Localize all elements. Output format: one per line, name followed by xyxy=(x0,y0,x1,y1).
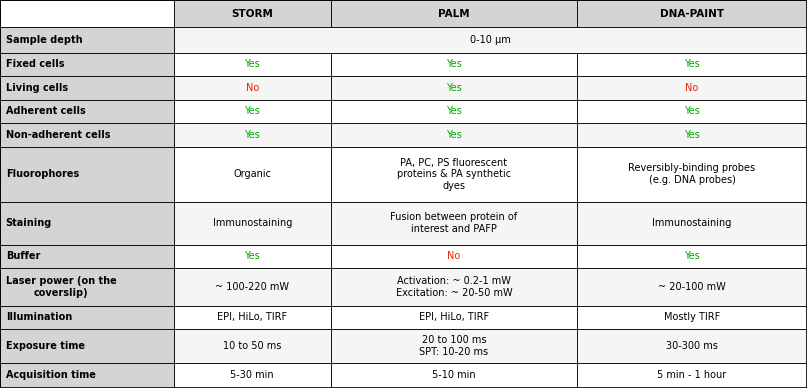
Text: EPI, HiLo, TIRF: EPI, HiLo, TIRF xyxy=(217,312,287,322)
Bar xyxy=(577,123,807,147)
Text: PA, PC, PS fluorescent
proteins & PA synthetic
dyes: PA, PC, PS fluorescent proteins & PA syn… xyxy=(397,158,511,191)
Text: Mostly TIRF: Mostly TIRF xyxy=(664,312,720,322)
Text: Non-adherent cells: Non-adherent cells xyxy=(6,130,110,140)
Bar xyxy=(577,268,807,305)
Text: ~ 100-220 mW: ~ 100-220 mW xyxy=(215,282,289,292)
Bar xyxy=(174,0,331,27)
Bar xyxy=(174,268,331,305)
Text: EPI, HiLo, TIRF: EPI, HiLo, TIRF xyxy=(419,312,489,322)
Text: Staining: Staining xyxy=(6,218,52,228)
Text: ~ 20-100 mW: ~ 20-100 mW xyxy=(659,282,725,292)
Bar xyxy=(174,100,331,123)
Text: 10 to 50 ms: 10 to 50 ms xyxy=(223,341,282,351)
Text: 5-30 min: 5-30 min xyxy=(230,370,274,380)
Bar xyxy=(331,329,577,363)
Text: Yes: Yes xyxy=(446,83,462,93)
Bar xyxy=(331,268,577,305)
Bar xyxy=(0,0,174,27)
Text: Illumination: Illumination xyxy=(6,312,72,322)
Bar xyxy=(0,52,174,76)
Text: Buffer: Buffer xyxy=(6,251,40,262)
Bar xyxy=(577,245,807,268)
Bar xyxy=(577,76,807,100)
Text: DNA-PAINT: DNA-PAINT xyxy=(660,9,724,19)
Bar xyxy=(0,245,174,268)
Bar xyxy=(331,147,577,202)
Text: Fusion between protein of
interest and PAFP: Fusion between protein of interest and P… xyxy=(391,213,517,234)
Text: Yes: Yes xyxy=(684,59,700,69)
Bar xyxy=(174,245,331,268)
Text: Reversibly-binding probes
(e.g. DNA probes): Reversibly-binding probes (e.g. DNA prob… xyxy=(629,163,755,185)
Text: No: No xyxy=(245,83,259,93)
Text: Acquisition time: Acquisition time xyxy=(6,370,95,380)
Bar xyxy=(577,305,807,329)
Bar xyxy=(331,123,577,147)
Bar xyxy=(331,76,577,100)
Bar xyxy=(0,100,174,123)
Text: 30-300 ms: 30-300 ms xyxy=(666,341,718,351)
Text: 5 min - 1 hour: 5 min - 1 hour xyxy=(658,370,726,380)
Text: Living cells: Living cells xyxy=(6,83,68,93)
Text: Yes: Yes xyxy=(245,106,260,116)
Text: Sample depth: Sample depth xyxy=(6,35,82,45)
Bar xyxy=(577,363,807,388)
Text: Adherent cells: Adherent cells xyxy=(6,106,86,116)
Text: 20 to 100 ms
SPT: 10-20 ms: 20 to 100 ms SPT: 10-20 ms xyxy=(420,335,488,357)
Text: Yes: Yes xyxy=(446,106,462,116)
Text: Yes: Yes xyxy=(245,130,260,140)
Bar xyxy=(0,305,174,329)
Text: PALM: PALM xyxy=(438,9,470,19)
Bar xyxy=(0,329,174,363)
Text: Immunostaining: Immunostaining xyxy=(212,218,292,228)
Bar xyxy=(174,202,331,245)
Bar xyxy=(0,76,174,100)
Text: Yes: Yes xyxy=(245,59,260,69)
Bar xyxy=(331,52,577,76)
Text: Yes: Yes xyxy=(446,59,462,69)
Bar xyxy=(174,147,331,202)
Text: 5-10 min: 5-10 min xyxy=(432,370,476,380)
Text: Yes: Yes xyxy=(245,251,260,262)
Text: Immunostaining: Immunostaining xyxy=(652,218,732,228)
Text: Yes: Yes xyxy=(684,130,700,140)
Text: Yes: Yes xyxy=(684,106,700,116)
Bar xyxy=(174,363,331,388)
Bar xyxy=(174,305,331,329)
Text: No: No xyxy=(685,83,699,93)
Bar xyxy=(0,147,174,202)
Bar xyxy=(577,147,807,202)
Text: Organic: Organic xyxy=(233,169,271,179)
Text: STORM: STORM xyxy=(232,9,273,19)
Text: Exposure time: Exposure time xyxy=(6,341,85,351)
Bar xyxy=(577,329,807,363)
Bar xyxy=(174,27,807,52)
Bar xyxy=(331,245,577,268)
Bar xyxy=(174,329,331,363)
Bar xyxy=(174,123,331,147)
Bar xyxy=(331,0,577,27)
Bar xyxy=(577,100,807,123)
Bar xyxy=(331,363,577,388)
Bar xyxy=(331,305,577,329)
Bar xyxy=(577,52,807,76)
Bar xyxy=(174,76,331,100)
Text: Yes: Yes xyxy=(684,251,700,262)
Text: Fluorophores: Fluorophores xyxy=(6,169,79,179)
Bar xyxy=(331,202,577,245)
Bar xyxy=(577,0,807,27)
Text: Activation: ~ 0.2-1 mW
Excitation: ~ 20-50 mW: Activation: ~ 0.2-1 mW Excitation: ~ 20-… xyxy=(395,276,512,298)
Bar xyxy=(331,100,577,123)
Bar xyxy=(174,52,331,76)
Bar xyxy=(0,268,174,305)
Bar xyxy=(0,363,174,388)
Text: No: No xyxy=(447,251,461,262)
Bar xyxy=(0,202,174,245)
Text: Fixed cells: Fixed cells xyxy=(6,59,64,69)
Text: 0-10 μm: 0-10 μm xyxy=(470,35,511,45)
Text: Yes: Yes xyxy=(446,130,462,140)
Text: Laser power (on the
coverslip): Laser power (on the coverslip) xyxy=(6,276,116,298)
Bar xyxy=(577,202,807,245)
Bar xyxy=(0,27,174,52)
Bar xyxy=(0,123,174,147)
